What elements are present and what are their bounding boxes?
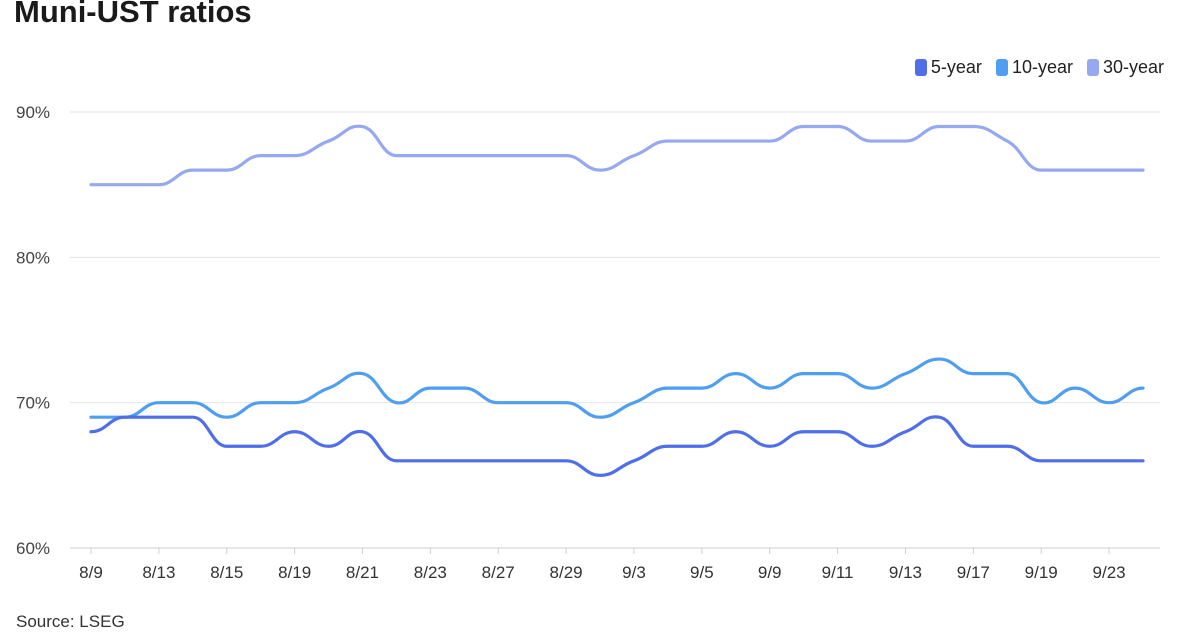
x-tick-label-9-3: 9/3 — [622, 563, 646, 582]
y-tick-label-80: 80% — [16, 248, 50, 267]
legend-label-10-year: 10-year — [1011, 57, 1073, 77]
source-note: Source: LSEG — [16, 612, 125, 631]
legend-swatch-5-year — [914, 59, 927, 76]
legend-swatch-10-year — [995, 59, 1008, 76]
series-line-10-year — [89, 357, 1145, 419]
x-tick-label-8-13: 8/13 — [142, 563, 175, 582]
y-tick-label-70: 70% — [16, 394, 50, 413]
legend-swatch-30-year — [1086, 59, 1099, 76]
x-tick-label-9-19: 9/19 — [1025, 563, 1058, 582]
x-tick-label-8-21: 8/21 — [346, 563, 379, 582]
legend-item-5-year[interactable]: 5-year — [914, 57, 982, 78]
legend-label-30-year: 30-year — [1102, 57, 1164, 77]
series-line-30-year — [89, 124, 1145, 187]
x-tick-label-9-9: 9/9 — [758, 563, 782, 582]
series-line-5-year — [89, 415, 1145, 477]
chart-title: Muni-UST ratios — [14, 0, 252, 29]
legend-label-5-year: 5-year — [930, 57, 982, 77]
x-tick-label-9-17: 9/17 — [957, 563, 990, 582]
x-tick-label-8-19: 8/19 — [278, 563, 311, 582]
x-tick-label-9-5: 9/5 — [690, 563, 714, 582]
legend-item-10-year[interactable]: 10-year — [995, 57, 1073, 78]
x-tick-label-8-23: 8/23 — [414, 563, 447, 582]
x-tick-label-8-15: 8/15 — [210, 563, 243, 582]
legend-item-30-year[interactable]: 30-year — [1086, 57, 1164, 78]
y-tick-label-60: 60% — [16, 539, 50, 558]
x-tick-label-9-13: 9/13 — [889, 563, 922, 582]
chart-legend: 5-year 10-year 30-year — [914, 57, 1164, 78]
x-tick-label-8-29: 8/29 — [550, 563, 583, 582]
y-tick-label-90: 90% — [16, 103, 50, 122]
x-tick-label-9-11: 9/11 — [822, 563, 854, 582]
x-tick-label-8-27: 8/27 — [482, 563, 515, 582]
x-tick-label-8-9: 8/9 — [79, 563, 103, 582]
x-tick-label-9-23: 9/23 — [1093, 563, 1126, 582]
